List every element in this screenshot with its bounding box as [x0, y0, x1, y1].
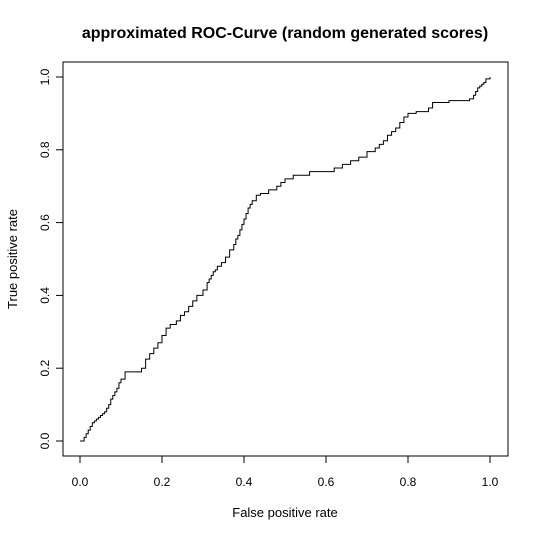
x-tick-label: 0.6 — [318, 475, 335, 489]
x-axis-label: False positive rate — [232, 505, 338, 520]
y-tick-label: 1.0 — [38, 68, 52, 85]
y-tick-label: 0.8 — [38, 141, 52, 158]
x-tick-label: 0.2 — [154, 475, 171, 489]
y-tick-label: 0.0 — [38, 432, 52, 449]
plot-frame — [62, 61, 509, 457]
y-tick-label: 0.4 — [38, 287, 52, 304]
y-tick-label: 0.2 — [38, 360, 52, 377]
y-axis: 0.0 0.2 0.4 0.6 0.8 1.0 — [38, 68, 64, 449]
x-axis: 0.0 0.2 0.4 0.6 0.8 1.0 — [72, 455, 499, 489]
x-tick-label: 0.0 — [72, 475, 89, 489]
x-tick-label: 1.0 — [482, 475, 499, 489]
chart-title: approximated ROC-Curve (random generated… — [82, 25, 488, 42]
y-tick-label: 0.6 — [38, 214, 52, 231]
roc-curve-line — [80, 77, 491, 442]
x-tick-label: 0.4 — [236, 475, 253, 489]
x-tick-label: 0.8 — [400, 475, 417, 489]
y-axis-label: True positive rate — [5, 209, 20, 309]
